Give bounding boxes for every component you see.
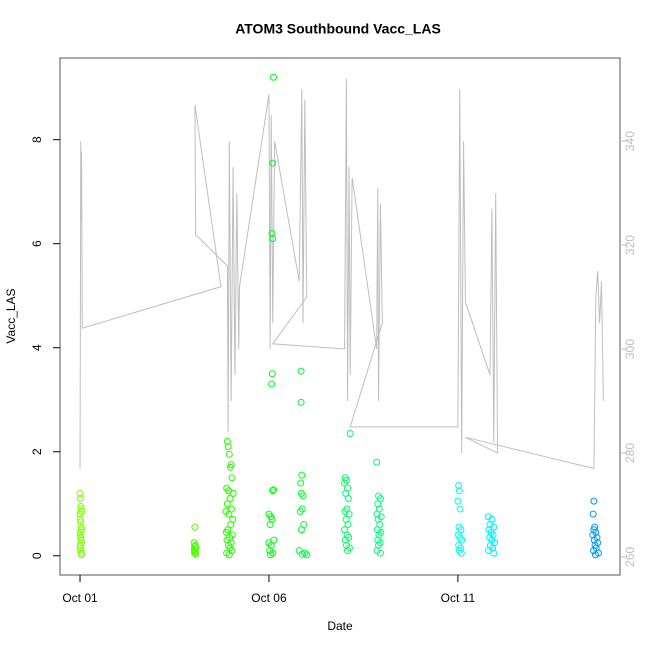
y2-tick-label: 340 bbox=[623, 131, 637, 151]
data-point bbox=[227, 521, 235, 529]
data-point bbox=[77, 547, 85, 555]
data-point bbox=[346, 430, 354, 438]
y2-tick-label: 300 bbox=[623, 339, 637, 359]
data-point bbox=[76, 510, 84, 518]
data-point bbox=[269, 73, 277, 81]
data-point bbox=[589, 510, 597, 518]
x-tick-label: Oct 06 bbox=[251, 591, 287, 605]
data-point bbox=[297, 479, 305, 487]
x-tick-label: Oct 01 bbox=[62, 591, 98, 605]
data-point bbox=[268, 370, 276, 378]
data-point bbox=[297, 367, 305, 375]
data-point bbox=[192, 550, 200, 558]
data-point bbox=[225, 450, 233, 458]
data-point bbox=[298, 471, 306, 479]
data-point bbox=[191, 542, 199, 550]
data-point bbox=[77, 518, 85, 526]
data-point bbox=[191, 549, 199, 557]
data-point bbox=[268, 380, 276, 388]
x-axis-label: Date bbox=[327, 619, 353, 633]
data-point bbox=[223, 437, 231, 445]
data-point bbox=[77, 505, 85, 513]
data-point bbox=[341, 479, 349, 487]
data-point bbox=[375, 531, 383, 539]
data-point bbox=[225, 551, 233, 559]
data-point bbox=[266, 551, 274, 559]
data-point bbox=[191, 523, 199, 531]
data-point bbox=[344, 495, 352, 503]
data-point bbox=[299, 492, 307, 500]
data-point bbox=[457, 549, 465, 557]
data-point bbox=[297, 526, 305, 534]
data-point bbox=[455, 482, 463, 490]
data-point bbox=[591, 551, 599, 559]
data-point bbox=[76, 495, 84, 503]
data-point bbox=[376, 549, 384, 557]
data-point bbox=[373, 458, 381, 466]
y-tick-label: 8 bbox=[30, 136, 44, 143]
data-point bbox=[76, 489, 84, 497]
y2-tick-label: 320 bbox=[623, 235, 637, 255]
plot-box bbox=[59, 57, 621, 576]
data-point bbox=[590, 497, 598, 505]
data-point bbox=[297, 398, 305, 406]
data-point bbox=[266, 521, 274, 529]
data-point bbox=[269, 486, 277, 494]
data-point bbox=[341, 536, 349, 544]
data-point bbox=[456, 505, 464, 513]
data-point bbox=[229, 489, 237, 497]
y-tick-label: 2 bbox=[30, 448, 44, 455]
x-tick-label: Oct 11 bbox=[441, 591, 476, 605]
y2-tick-label: 260 bbox=[623, 546, 637, 566]
data-point bbox=[269, 234, 277, 242]
data-point bbox=[296, 508, 304, 516]
data-point bbox=[222, 528, 230, 536]
data-point bbox=[76, 541, 84, 549]
y-tick-label: 6 bbox=[30, 240, 44, 247]
data-point bbox=[344, 547, 352, 555]
data-point bbox=[344, 521, 352, 529]
data-point bbox=[76, 531, 84, 539]
y-tick-label: 4 bbox=[30, 344, 44, 351]
data-point bbox=[303, 551, 311, 559]
data-point bbox=[77, 534, 85, 542]
y-axis-label: Vacc_LAS bbox=[4, 288, 18, 343]
data-point bbox=[77, 523, 85, 531]
data-point bbox=[77, 502, 85, 510]
data-point bbox=[455, 487, 463, 495]
data-point bbox=[345, 510, 353, 518]
data-point bbox=[454, 497, 462, 505]
data-line bbox=[79, 78, 604, 470]
data-point bbox=[76, 515, 84, 523]
data-point bbox=[77, 536, 85, 544]
data-point bbox=[458, 536, 466, 544]
data-point bbox=[228, 474, 236, 482]
data-point bbox=[76, 544, 84, 552]
data-point bbox=[269, 159, 277, 167]
data-point bbox=[224, 443, 232, 451]
y-tick-label: 0 bbox=[30, 552, 44, 559]
data-point bbox=[223, 500, 231, 508]
data-point bbox=[269, 487, 277, 495]
y2-tick-label: 280 bbox=[623, 443, 637, 463]
data-point bbox=[76, 528, 84, 536]
data-point bbox=[226, 463, 234, 471]
data-point bbox=[490, 549, 498, 557]
data-point bbox=[78, 551, 86, 559]
data-point bbox=[268, 229, 276, 237]
data-point bbox=[298, 550, 306, 558]
chart-title: ATOM3 Southbound Vacc_LAS bbox=[235, 21, 441, 37]
data-point bbox=[225, 510, 233, 518]
